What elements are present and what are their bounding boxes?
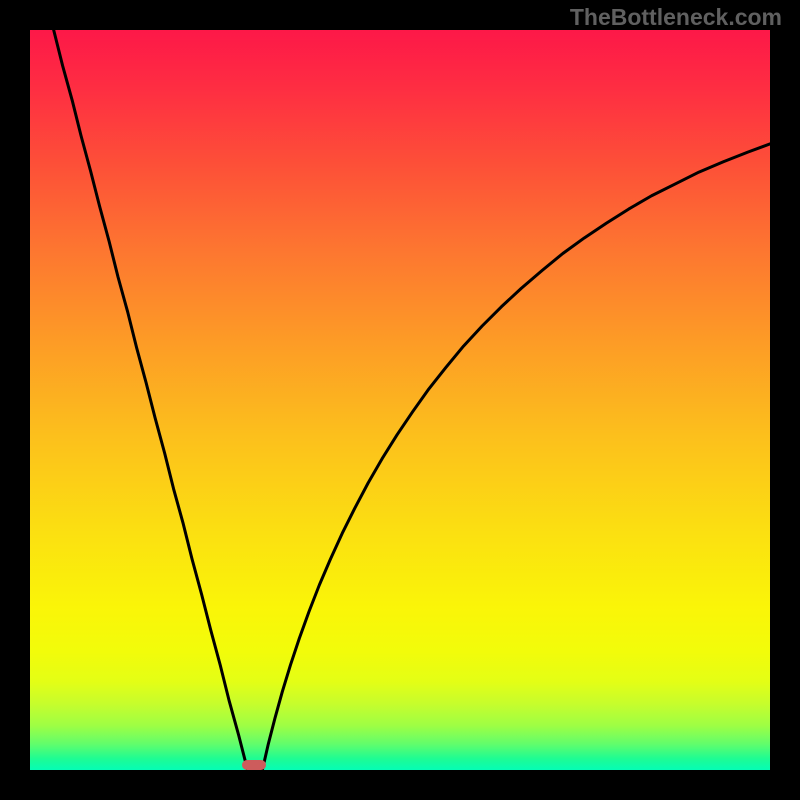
vertex-marker	[242, 760, 266, 770]
curve-layer	[30, 30, 770, 770]
gradient-background	[30, 30, 770, 770]
watermark: TheBottleneck.com	[570, 4, 782, 31]
plot-area	[30, 30, 770, 770]
